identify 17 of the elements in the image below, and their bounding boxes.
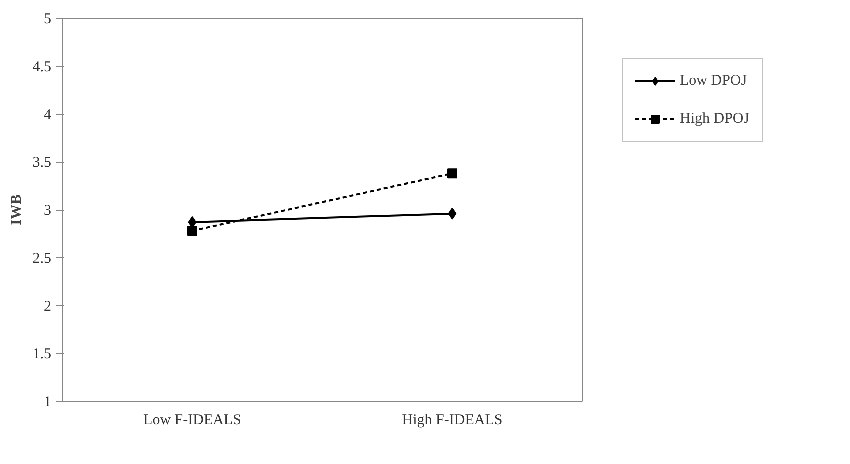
- point: [448, 168, 458, 179]
- y-axis-title: IWB: [8, 194, 25, 226]
- y-tick-label: 3: [44, 203, 52, 219]
- point: [448, 208, 457, 220]
- y-tick-label: 2.5: [32, 250, 52, 267]
- point: [188, 226, 198, 236]
- y-tick-label: 4.5: [32, 59, 52, 76]
- x-tick-label: High F-IDEALS: [402, 412, 503, 428]
- x-tick-label: Low F-IDEALS: [144, 412, 242, 428]
- y-tick-label: 5: [44, 12, 52, 28]
- y-tick-label: 1.5: [32, 346, 52, 363]
- y-tick-label: 1: [44, 394, 52, 410]
- y-tick-label: 3.5: [32, 155, 52, 172]
- legend-label: Low DPOJ: [680, 72, 748, 90]
- y-tick-label: 2: [44, 298, 52, 315]
- legend-label: High DPOJ: [680, 110, 750, 128]
- y-tick-label: 4: [44, 107, 52, 124]
